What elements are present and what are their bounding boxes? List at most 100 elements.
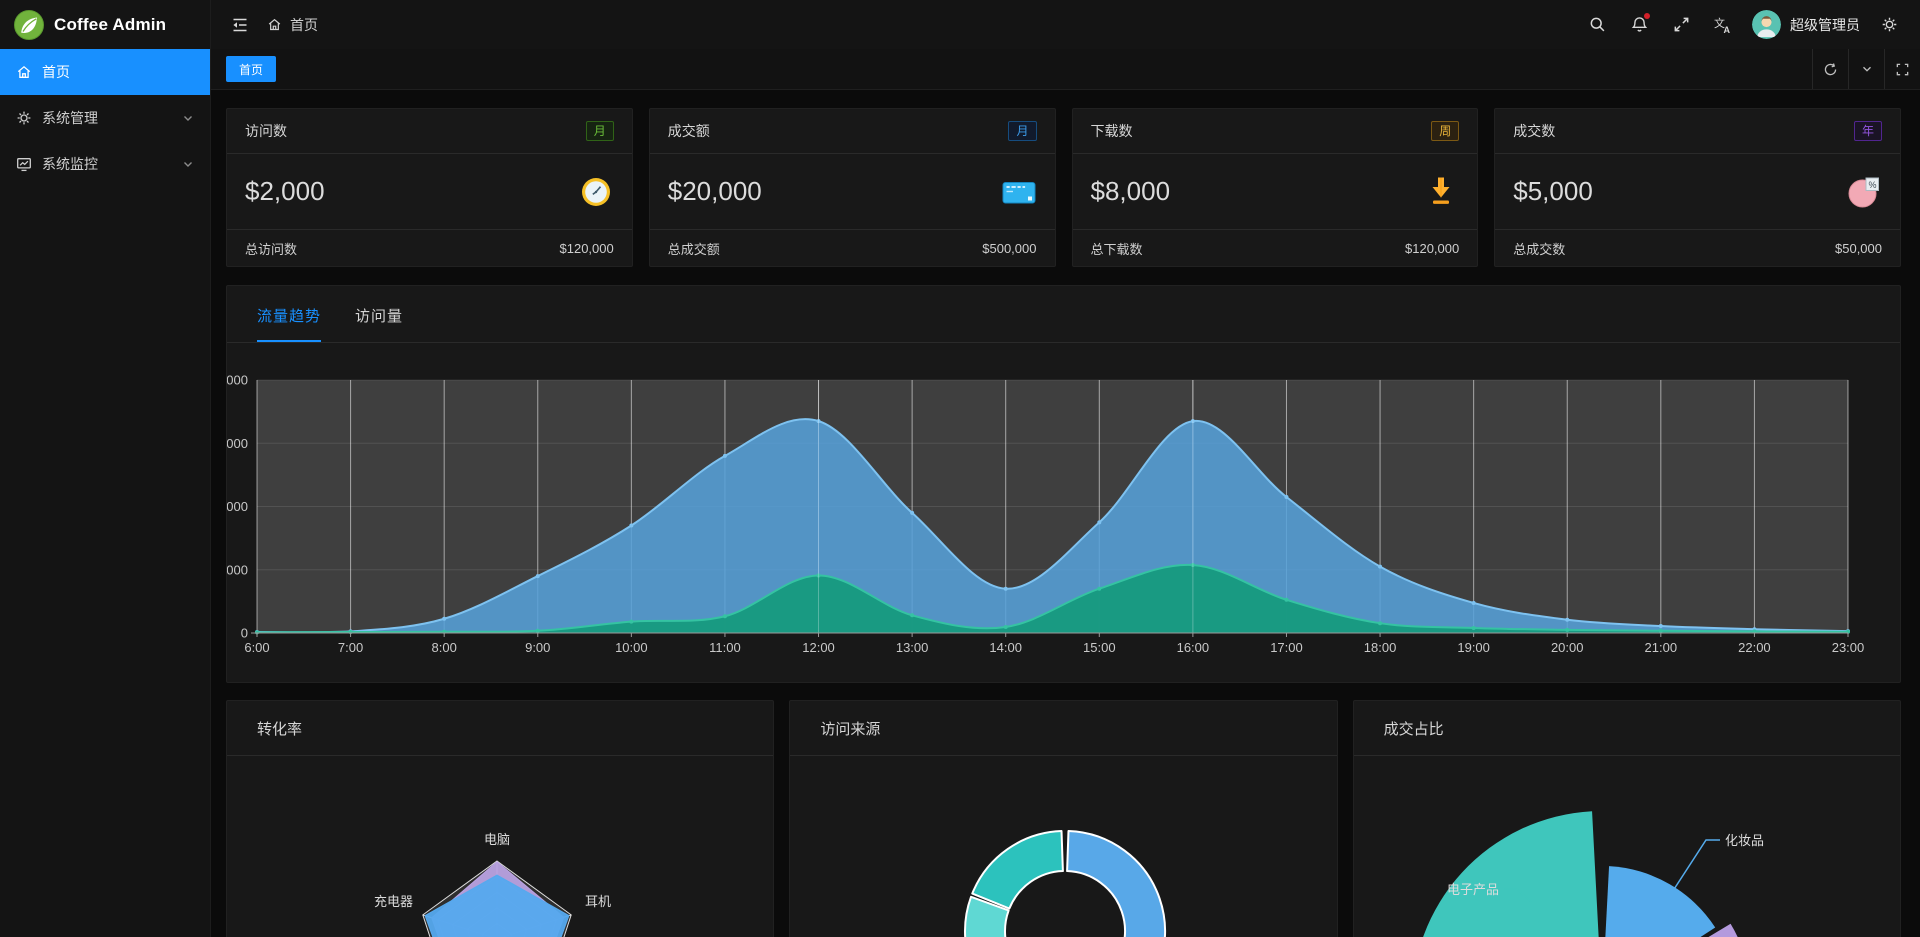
home-icon	[16, 64, 32, 80]
svg-text:电脑: 电脑	[484, 832, 510, 847]
stat-card-title: 成交数	[1513, 123, 1556, 139]
card-title: 转化率	[227, 701, 774, 756]
deal-share-card: 成交占比 化妆品 电子产品	[1352, 700, 1901, 937]
maximize-icon[interactable]	[1884, 49, 1920, 89]
notification-dot	[1644, 12, 1650, 19]
svg-text:耳机: 耳机	[585, 894, 611, 909]
svg-text:%: %	[1869, 180, 1877, 190]
conversion-rate-card: 转化率 电脑耳机 充电器	[226, 700, 775, 937]
svg-text:电子产品: 电子产品	[1447, 882, 1499, 897]
svg-text:化妆品: 化妆品	[1725, 833, 1764, 848]
tab-traffic-trend[interactable]: 流量趋势	[257, 305, 322, 342]
visit-sources-card: 访问来源	[789, 700, 1338, 937]
sidebar-item-label: 系统监控	[42, 156, 98, 172]
tabbar-actions	[1812, 49, 1920, 89]
credit-card-icon	[1001, 174, 1037, 210]
svg-text:20:00: 20:00	[1551, 640, 1584, 655]
svg-text:7:00: 7:00	[338, 640, 363, 655]
pie-chart: 化妆品电子产品	[1354, 756, 1900, 937]
username: 超级管理员	[1790, 16, 1860, 33]
stat-card-value: $5,000	[1513, 176, 1593, 206]
stat-card-downloads: 下载数 周 $8,000 总下载数	[1071, 108, 1479, 267]
page-tabs-bar: 首页	[211, 49, 1920, 90]
translate-icon[interactable]: 文 A	[1710, 12, 1736, 38]
chevron-down-icon	[182, 112, 194, 124]
sidebar-item-home[interactable]: 首页	[0, 49, 210, 95]
sidebar-item-label: 系统管理	[42, 110, 98, 126]
stat-card-title: 访问数	[245, 123, 287, 139]
settings-icon[interactable]	[1876, 12, 1902, 38]
stat-footer-value: $50,000	[1835, 240, 1882, 256]
period-badge: 年	[1853, 121, 1882, 141]
download-icon	[1423, 174, 1459, 210]
page-content: 访问数 月 $2,000	[211, 90, 1920, 937]
stat-card-transactions: 成交额 月 $20,000 总成交额	[648, 108, 1056, 267]
period-badge: 周	[1431, 121, 1460, 141]
breadcrumb-label: 首页	[290, 16, 318, 33]
svg-text:18:00: 18:00	[1364, 640, 1397, 655]
tab-visit-volume[interactable]: 访问量	[355, 308, 404, 325]
search-icon[interactable]	[1584, 12, 1610, 38]
svg-text:19:00: 19:00	[1457, 640, 1490, 655]
svg-text:充电器: 充电器	[374, 894, 413, 909]
sidebar-item-label: 首页	[42, 64, 70, 80]
header-actions: 文 A 超级管理员	[1584, 10, 1902, 39]
svg-text:16:00: 16:00	[1177, 640, 1210, 655]
stat-card-deals: 成交数 年 $5,000 % 总成交数 $50,000	[1494, 108, 1901, 267]
avatar	[1752, 10, 1781, 39]
svg-text:A: A	[1724, 25, 1731, 34]
spring-leaf-logo-icon	[14, 9, 44, 40]
sidebar-item-system-admin[interactable]: 系统管理	[0, 95, 210, 141]
stat-footer-value: $500,000	[982, 240, 1037, 256]
stat-card-visits: 访问数 月 $2,000	[226, 108, 633, 267]
donut-chart	[790, 756, 1336, 937]
svg-text:17:00: 17:00	[1270, 640, 1303, 655]
svg-text:12:00: 12:00	[802, 640, 835, 655]
stat-card-title: 成交额	[667, 123, 710, 139]
breadcrumb[interactable]: 首页	[267, 15, 318, 35]
page-tab-home[interactable]: 首页	[226, 56, 277, 82]
svg-text:0: 0	[241, 626, 248, 641]
stat-card-value: $8,000	[1090, 176, 1171, 206]
svg-text:14:00: 14:00	[989, 640, 1022, 655]
menu-fold-icon[interactable]	[227, 12, 253, 38]
period-badge: 月	[1008, 121, 1037, 141]
radar-chart: 电脑耳机 充电器	[227, 756, 773, 937]
svg-text:21:00: 21:00	[1645, 640, 1678, 655]
svg-text:8:00: 8:00	[432, 640, 457, 655]
chevron-down-icon[interactable]	[1848, 49, 1884, 89]
svg-text:13:00: 13:00	[896, 640, 929, 655]
card-title: 访问来源	[790, 701, 1337, 756]
stat-footer-label: 总成交额	[667, 241, 720, 257]
clock-icon	[578, 174, 614, 210]
sidebar: Coffee Admin 首页 系统管理	[0, 0, 211, 937]
svg-text:文: 文	[1714, 16, 1725, 30]
svg-text:15:00: 15:00	[1083, 640, 1116, 655]
svg-text:20,000: 20,000	[227, 562, 248, 577]
area-chart: 6:00 7:00 8:00 9:00 10:00 11:00 12:00 13:00 14:0…	[227, 343, 1900, 679]
user-menu[interactable]: 超级管理员	[1752, 10, 1860, 39]
stat-footer-value: $120,000	[1405, 240, 1460, 256]
svg-text:9:00: 9:00	[525, 640, 550, 655]
trend-tabs: 流量趋势 访问量	[227, 286, 1900, 343]
sidebar-item-system-monitor[interactable]: 系统监控	[0, 141, 210, 187]
monitor-icon	[16, 156, 32, 172]
top-header: 首页 文	[211, 0, 1920, 49]
refresh-icon[interactable]	[1812, 49, 1848, 89]
svg-text:11:00: 11:00	[709, 640, 741, 655]
gear-icon	[16, 110, 32, 126]
svg-text:40,000: 40,000	[227, 499, 248, 514]
stat-card-value: $2,000	[245, 176, 325, 206]
bottom-cards-row: 转化率 电脑 耳机 充电器 访问来源 成交占比 化妆品 电子产品	[226, 700, 1901, 937]
traffic-trend-card: 流量趋势 访问量 6:00 7:00 8:00 9:00 10:00 11:00 12:00…	[226, 285, 1901, 683]
stat-card-title: 下载数	[1090, 123, 1133, 139]
svg-text:10:00: 10:00	[615, 640, 648, 655]
app-logo[interactable]: Coffee Admin	[0, 0, 210, 49]
fullscreen-icon[interactable]	[1668, 12, 1694, 38]
stat-footer-value: $120,000	[559, 240, 614, 256]
main-area: 首页 文	[211, 0, 1920, 937]
stat-footer-label: 总成交数	[1513, 241, 1566, 257]
stat-footer-label: 总访问数	[245, 241, 298, 257]
svg-text:6:00: 6:00	[244, 640, 269, 655]
bell-icon[interactable]	[1626, 12, 1652, 38]
